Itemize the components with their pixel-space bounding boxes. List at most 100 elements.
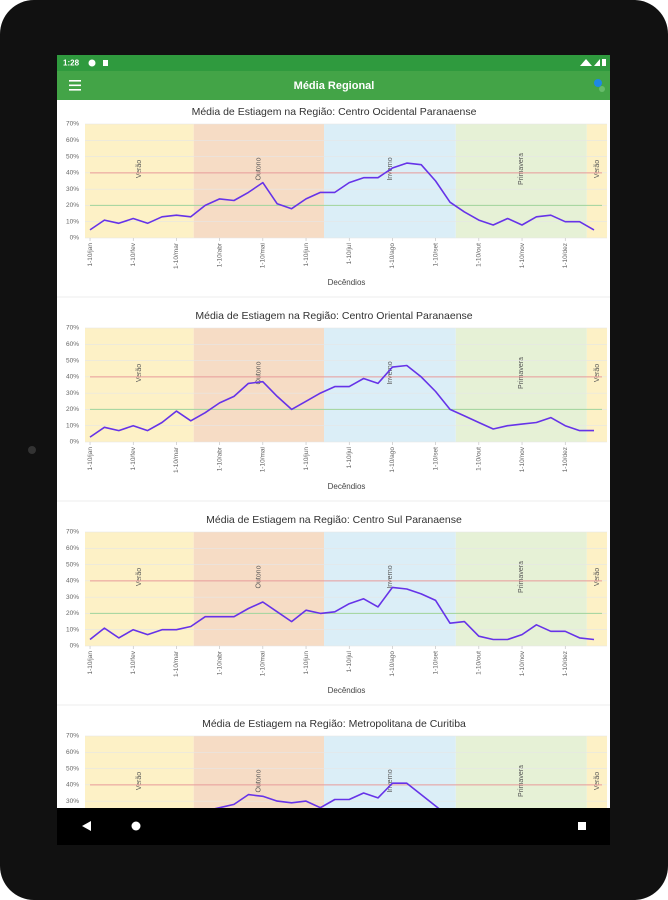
data-line	[89, 364, 594, 438]
x-tick-label: 1-10/jan	[87, 243, 94, 267]
data-line	[214, 782, 440, 808]
season-label: Primavera	[518, 153, 525, 185]
menu-button[interactable]	[69, 80, 81, 91]
x-tick-label: 1-10/set	[432, 447, 439, 471]
season-label: Inverno	[387, 361, 394, 384]
season-band	[586, 328, 607, 442]
y-tick-label: 0%	[70, 643, 80, 650]
season-label: Verão	[136, 568, 143, 586]
x-tick-label: 1-10/dez	[562, 447, 569, 472]
menu-line	[69, 84, 81, 87]
y-tick-label: 20%	[66, 202, 79, 209]
season-label: Verão	[136, 772, 143, 790]
season-band	[586, 532, 607, 646]
x-axis-label: Decêndios	[328, 278, 366, 287]
x-tick-label: 1-10/set	[432, 651, 439, 675]
x-tick-label: 1-10/jan	[87, 447, 94, 471]
menu-line	[69, 80, 81, 82]
signal-icon	[594, 59, 600, 66]
x-tick-label: 1-10/out	[476, 243, 483, 267]
recents-button[interactable]	[578, 822, 586, 830]
x-tick-label: 1-10/fev	[130, 446, 137, 470]
y-tick-label: 70%	[66, 529, 79, 536]
season-band	[586, 124, 607, 238]
season-label: Verão	[594, 772, 601, 790]
season-band	[85, 532, 194, 646]
x-tick-label: 1-10/mar	[173, 446, 180, 473]
y-tick-label: 30%	[66, 186, 79, 193]
x-tick-label: 1-10/jan	[87, 651, 94, 675]
season-band	[193, 328, 325, 442]
season-label: Primavera	[518, 561, 525, 593]
chart-title: Média de Estiagem na Região: Centro Ocid…	[192, 106, 477, 118]
x-tick-label: 1-10/dez	[562, 651, 569, 676]
x-tick-label: 1-10/mar	[173, 242, 180, 269]
x-tick-label: 1-10/dez	[562, 243, 569, 268]
x-tick-label: 1-10/jun	[303, 651, 310, 675]
y-tick-label: 30%	[66, 390, 79, 397]
x-tick-label: 1-10/fev	[130, 242, 137, 266]
x-tick-label: 1-10/nov	[519, 650, 526, 676]
app-title: Média Regional	[294, 80, 375, 92]
y-tick-label: 70%	[66, 733, 79, 740]
season-band	[455, 328, 587, 442]
chart-card: Média de Estiagem na Região: Centro Orie…	[57, 304, 610, 504]
y-tick-label: 50%	[66, 765, 79, 772]
status-icon	[103, 60, 108, 66]
logo-dot	[599, 86, 605, 92]
x-tick-label: 1-10/ago	[389, 243, 396, 269]
home-button[interactable]	[131, 821, 141, 831]
x-tick-label: 1-10/jul	[346, 650, 353, 672]
season-label: Primavera	[518, 357, 525, 389]
app-bar	[57, 71, 610, 100]
x-tick-label: 1-10/abr	[216, 446, 223, 471]
season-band	[85, 736, 194, 808]
season-band	[85, 328, 194, 442]
y-tick-label: 50%	[66, 561, 79, 568]
back-button[interactable]	[82, 821, 91, 831]
status-time: 1:28	[63, 59, 80, 68]
x-tick-label: 1-10/mai	[260, 243, 267, 268]
y-tick-label: 10%	[66, 422, 79, 429]
chart-title: Média de Estiagem na Região: Centro Sul …	[206, 514, 462, 526]
season-label: Outono	[256, 565, 263, 588]
logo-dot	[594, 79, 602, 87]
data-line	[89, 586, 595, 641]
x-tick-label: 1-10/ago	[389, 447, 396, 473]
y-tick-label: 40%	[66, 578, 79, 585]
y-tick-label: 20%	[66, 406, 79, 413]
y-tick-label: 60%	[66, 545, 79, 552]
y-tick-label: 50%	[66, 357, 79, 364]
season-label: Verão	[594, 568, 601, 586]
chart-title: Média de Estiagem na Região: Metropolita…	[202, 718, 466, 730]
x-tick-label: 1-10/ago	[389, 651, 396, 677]
x-tick-label: 1-10/nov	[519, 242, 526, 268]
season-label: Outono	[256, 157, 263, 180]
data-line	[89, 162, 595, 231]
x-tick-label: 1-10/nov	[519, 446, 526, 472]
x-tick-label: 1-10/jun	[303, 447, 310, 471]
season-label: Inverno	[387, 769, 394, 792]
y-tick-label: 50%	[66, 153, 79, 160]
season-band	[193, 532, 325, 646]
season-band	[324, 532, 456, 646]
camera	[28, 446, 36, 454]
y-tick-label: 40%	[66, 170, 79, 177]
x-axis-label: Decêndios	[328, 686, 366, 695]
x-tick-label: 1-10/mai	[260, 447, 267, 472]
season-band	[193, 124, 325, 238]
season-band	[324, 736, 456, 808]
x-tick-label: 1-10/abr	[216, 650, 223, 675]
app-logo[interactable]	[594, 79, 605, 92]
y-tick-label: 0%	[70, 439, 80, 446]
season-label: Primavera	[518, 765, 525, 797]
x-tick-label: 1-10/out	[476, 447, 483, 471]
y-tick-label: 70%	[66, 121, 79, 128]
battery-icon	[602, 59, 606, 66]
season-label: Verão	[136, 160, 143, 178]
season-label: Verão	[594, 160, 601, 178]
season-label: Verão	[594, 364, 601, 382]
season-band	[85, 124, 194, 238]
y-tick-label: 10%	[66, 626, 79, 633]
chart-list: Média de Estiagem na Região: Centro Ocid…	[57, 100, 610, 808]
